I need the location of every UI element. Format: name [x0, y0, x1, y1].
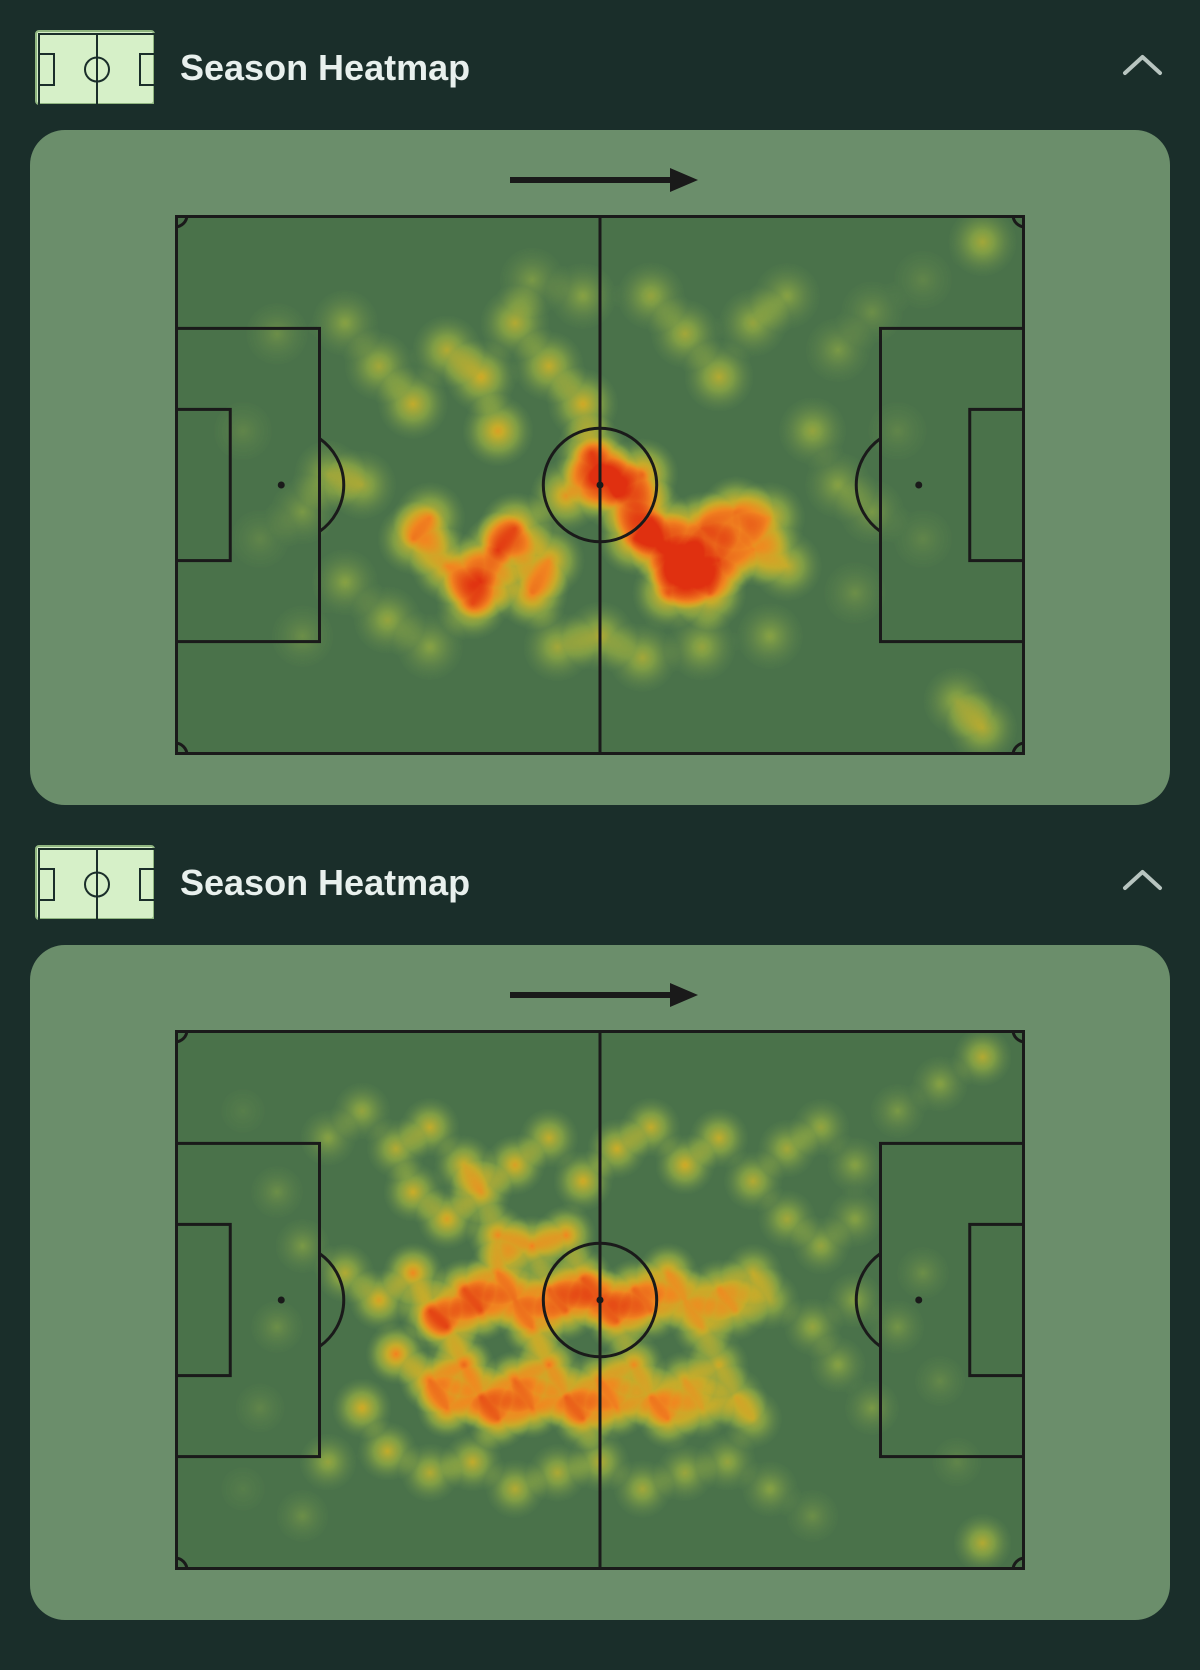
direction-arrow-icon — [70, 160, 1130, 200]
section-title: Season Heatmap — [180, 862, 470, 904]
pitch-icon — [35, 30, 155, 105]
direction-arrow-icon — [70, 975, 1130, 1015]
pitch-heatmap — [175, 1030, 1025, 1570]
header-left: Season Heatmap — [35, 845, 470, 920]
chevron-up-icon[interactable] — [1120, 51, 1165, 84]
heatmap-canvas — [175, 1030, 1025, 1570]
heatmap-canvas — [175, 215, 1025, 755]
header-left: Season Heatmap — [35, 30, 470, 105]
pitch-heatmap — [175, 215, 1025, 755]
pitch-icon — [35, 845, 155, 920]
section-header[interactable]: Season Heatmap — [30, 835, 1170, 945]
heatmap-card — [30, 945, 1170, 1620]
heatmap-section: Season Heatmap — [30, 20, 1170, 805]
heatmap-section: Season Heatmap — [30, 835, 1170, 1620]
section-header[interactable]: Season Heatmap — [30, 20, 1170, 130]
chevron-up-icon[interactable] — [1120, 866, 1165, 899]
heatmap-card — [30, 130, 1170, 805]
section-title: Season Heatmap — [180, 47, 470, 89]
